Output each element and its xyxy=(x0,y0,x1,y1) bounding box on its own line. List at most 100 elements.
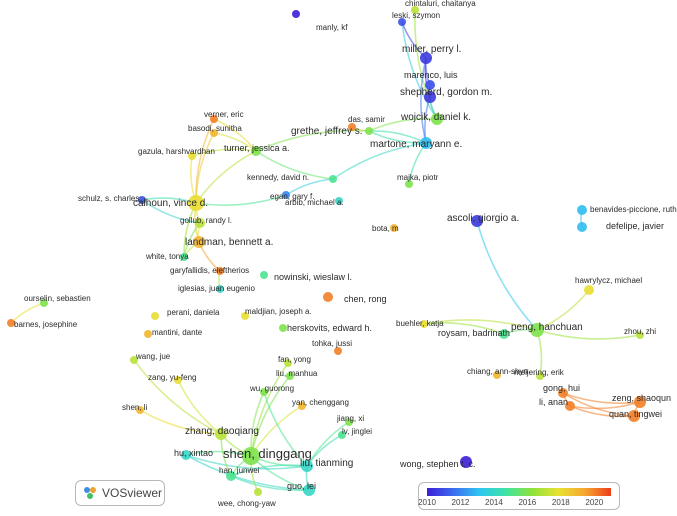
node-buehler[interactable] xyxy=(420,320,428,328)
node-label-guolei[interactable]: guo, lei xyxy=(287,481,316,491)
node-gollub[interactable] xyxy=(195,218,205,228)
node-label-nowinski[interactable]: nowinski, wieslaw l. xyxy=(274,272,352,282)
node-herskovits[interactable] xyxy=(279,324,287,332)
node-label-verner[interactable]: verner, eric xyxy=(204,110,244,119)
node-label-grethe[interactable]: grethe, jeffrey s. xyxy=(291,126,363,137)
node-label-barnes[interactable]: barnes, josephine xyxy=(14,320,78,329)
node-label-leski[interactable]: leski, szymon xyxy=(392,11,440,20)
node-label-meijering[interactable]: meijering, erik xyxy=(514,368,565,377)
node-label-roysam[interactable]: roysam, badrinath xyxy=(438,328,510,338)
node-label-majka[interactable]: majka, piotr xyxy=(397,173,439,182)
node-label-wangjue[interactable]: wang, jue xyxy=(135,352,171,361)
node-label-herskovits[interactable]: herskovits, edward h. xyxy=(287,323,372,333)
node-luantingwei[interactable] xyxy=(628,410,640,422)
node-martone[interactable] xyxy=(420,137,432,149)
node-hawrylycz[interactable] xyxy=(584,285,594,295)
node-label-gazula[interactable]: gazula, harshvardhan xyxy=(138,147,215,156)
node-liutianming[interactable] xyxy=(301,460,313,472)
node-wojcik[interactable] xyxy=(431,113,443,125)
node-shendinggang[interactable] xyxy=(242,447,260,465)
node-zhou[interactable] xyxy=(636,331,644,339)
node-label-manly[interactable]: manly, kf xyxy=(316,23,348,32)
node-grethe[interactable] xyxy=(365,127,373,135)
node-label-chintaluri[interactable]: chintaluri, chaitanya xyxy=(405,0,476,8)
node-verner[interactable] xyxy=(210,115,218,123)
node-gonghui[interactable] xyxy=(558,388,568,398)
node-label-ascoli[interactable]: ascoli, giorgio a. xyxy=(447,213,519,224)
node-ascoli[interactable] xyxy=(471,215,483,227)
node-iglesias[interactable] xyxy=(216,285,224,293)
node-tohka[interactable] xyxy=(334,347,342,355)
node-label-turner[interactable]: turner, jessica a. xyxy=(224,143,290,153)
node-label-landman[interactable]: landman, bennett a. xyxy=(185,237,273,248)
node-label-basodi[interactable]: basodi, sunitha xyxy=(188,124,242,133)
node-wangjue[interactable] xyxy=(130,356,138,364)
node-label-shepherd[interactable]: shepherd, gordon m. xyxy=(400,87,492,98)
node-label-yanchenggang[interactable]: yan, chenggang xyxy=(292,398,349,407)
node-label-liutianming[interactable]: liu, tianming xyxy=(300,458,353,469)
node-ourselin[interactable] xyxy=(40,299,48,307)
node-label-perani[interactable]: perani, daniela xyxy=(167,308,220,317)
node-label-jiangxi[interactable]: jiang, xi xyxy=(336,414,364,423)
node-label-gollub[interactable]: gollub, randy l. xyxy=(180,216,232,225)
node-manly[interactable] xyxy=(292,10,300,18)
node-label-zengshaoqun[interactable]: zeng, shaoqun xyxy=(612,393,671,403)
node-turner[interactable] xyxy=(251,146,261,156)
node-label-calhoun[interactable]: calhoun, vince d. xyxy=(133,198,208,209)
node-schulz[interactable] xyxy=(138,196,146,204)
node-label-wongstephen[interactable]: wong, stephen t. c. xyxy=(399,459,476,469)
node-label-peng[interactable]: peng, hanchuan xyxy=(511,322,583,333)
node-label-wuguorong[interactable]: wu, guorong xyxy=(249,384,294,393)
node-chiang[interactable] xyxy=(493,371,501,379)
node-wongstephen[interactable] xyxy=(460,456,472,468)
node-meijering[interactable] xyxy=(536,372,544,380)
node-shepherd[interactable] xyxy=(424,91,436,103)
node-hanjunwei[interactable] xyxy=(226,471,236,481)
node-label-tohka[interactable]: tohka, jussi xyxy=(312,339,352,348)
node-label-luantingwei[interactable]: quan, tingwei xyxy=(609,409,662,419)
node-label-lvjinglei[interactable]: lv, jinglei xyxy=(342,427,372,436)
node-huxintao[interactable] xyxy=(181,450,191,460)
node-arbib[interactable] xyxy=(335,197,343,205)
node-label-chiang[interactable]: chiang, ann-shyn xyxy=(467,367,528,376)
node-maldjian[interactable] xyxy=(241,312,249,320)
node-white[interactable] xyxy=(180,253,188,261)
node-barnes[interactable] xyxy=(7,319,15,327)
node-zhangdaoqiang[interactable] xyxy=(215,428,227,440)
node-label-huxintao[interactable]: hu, xintao xyxy=(174,448,213,458)
node-egan[interactable] xyxy=(282,191,290,199)
node-label-schulz[interactable]: schulz, s. charles xyxy=(78,194,139,203)
node-basodi[interactable] xyxy=(210,129,218,137)
node-wuguorong[interactable] xyxy=(260,388,268,396)
node-label-ourselin[interactable]: ourselin, sebastien xyxy=(24,294,91,303)
node-benavides[interactable] xyxy=(577,205,587,215)
node-label-buehler[interactable]: buehler, katja xyxy=(396,319,444,328)
node-label-arbib[interactable]: arbib, michael a. xyxy=(285,198,344,207)
node-label-lianan[interactable]: li, anan xyxy=(539,397,568,407)
node-label-egan[interactable]: egan, gary f. xyxy=(270,192,314,201)
node-label-mantini[interactable]: mantini, dante xyxy=(152,328,203,337)
node-lvjinglei[interactable] xyxy=(338,431,346,439)
node-label-maldjian[interactable]: maldjian, joseph a. xyxy=(245,307,312,316)
vosviewer-logo[interactable]: VOSviewer xyxy=(75,480,165,506)
node-label-das[interactable]: das, samir xyxy=(348,115,385,124)
node-peng[interactable] xyxy=(530,323,544,337)
node-liumanhua[interactable] xyxy=(286,372,294,380)
node-calhoun[interactable] xyxy=(188,195,204,211)
node-garyfallidis[interactable] xyxy=(216,267,224,275)
node-label-fanyong[interactable]: fan, yong xyxy=(278,355,311,364)
node-label-hanjunwei[interactable]: han, junwei xyxy=(219,466,260,475)
node-label-shenli[interactable]: shen, li xyxy=(122,403,148,412)
node-marenco[interactable] xyxy=(425,80,435,90)
node-chenrong[interactable] xyxy=(323,292,333,302)
node-label-benavides[interactable]: benavides-piccione, ruth xyxy=(590,205,677,214)
node-weechong[interactable] xyxy=(254,488,262,496)
node-label-chenrong[interactable]: chen, rong xyxy=(344,294,387,304)
node-shenli[interactable] xyxy=(136,406,144,414)
node-label-liumanhua[interactable]: liu, manhua xyxy=(276,369,318,378)
node-zangyufeng[interactable] xyxy=(174,376,182,384)
node-label-zhou[interactable]: zhou, zhi xyxy=(624,327,656,336)
node-landman[interactable] xyxy=(193,236,205,248)
node-label-iglesias[interactable]: iglesias, juan eugenio xyxy=(178,284,255,293)
node-label-garyfallidis[interactable]: garyfallidis, eleftherios xyxy=(170,266,249,275)
